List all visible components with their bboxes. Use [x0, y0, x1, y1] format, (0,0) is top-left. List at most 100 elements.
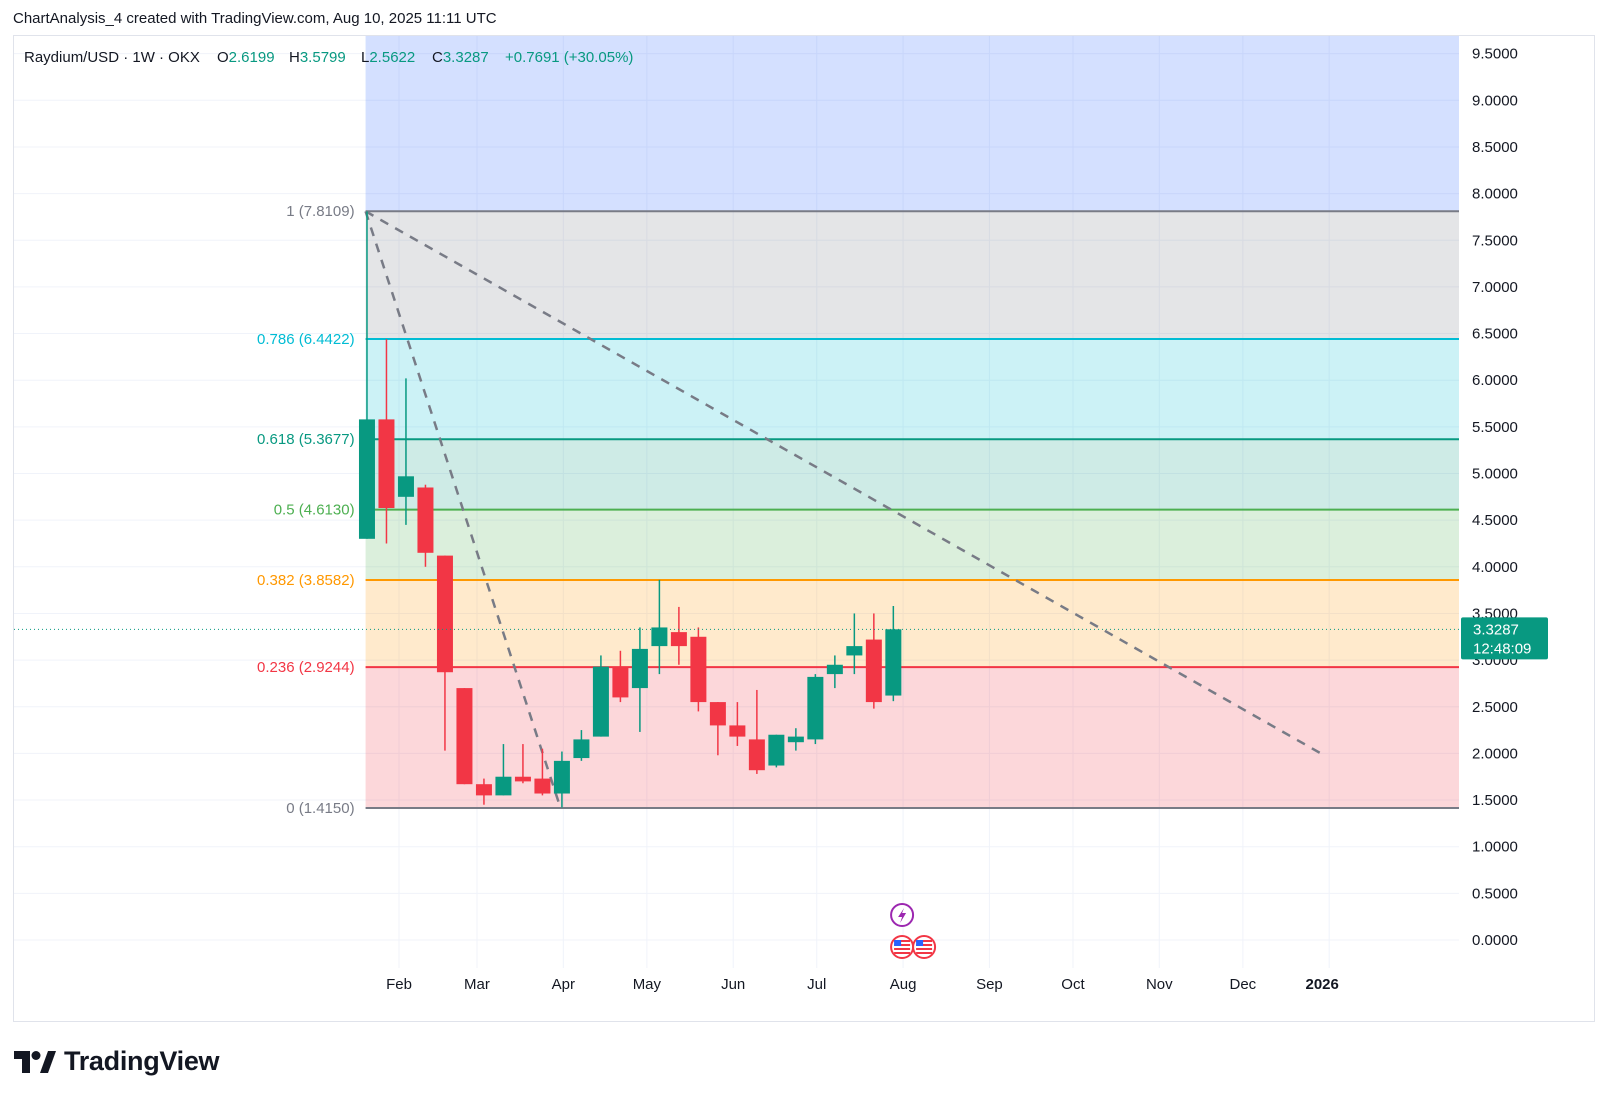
symbol-legend: Raydium/USD · 1W · OKX O2.6199 H3.5799 L…	[24, 49, 633, 66]
fib-level-label: 0.618 (5.3677)	[257, 431, 355, 448]
time-tick-label: Dec	[1230, 976, 1257, 993]
flag-stripe	[916, 944, 933, 946]
candle-body	[690, 636, 707, 703]
candle-up	[573, 730, 590, 761]
fib-zone	[365, 580, 1460, 668]
price-tick-label: 9.0000	[1472, 92, 1518, 109]
candle-body	[709, 702, 726, 726]
candle-body	[495, 776, 512, 796]
fib-level-label: 0 (1.4150)	[286, 800, 354, 817]
last-price-badge	[1461, 617, 1548, 660]
trendlines	[364, 210, 1322, 809]
time-tick-label: Nov	[1146, 976, 1173, 993]
candle-body	[670, 632, 687, 647]
candle-body	[807, 676, 824, 740]
time-tick-label: Jun	[721, 976, 745, 993]
candle-up	[768, 734, 785, 768]
fib-level-label: 0.382 (3.8582)	[257, 572, 355, 589]
candle-down	[436, 555, 453, 751]
fib-level-label: 0.5 (4.6130)	[274, 502, 355, 519]
candle-body	[534, 778, 551, 794]
candle-body	[573, 739, 590, 759]
candle-body	[397, 476, 414, 497]
time-tick-label: 2026	[1306, 976, 1339, 993]
dashed-trendline	[364, 210, 1322, 755]
candle-body	[729, 725, 746, 737]
candle-down	[709, 702, 726, 756]
candle-body	[553, 760, 570, 794]
candle-body	[846, 646, 863, 656]
candle-up	[631, 627, 648, 732]
fib-zone	[365, 338, 1460, 440]
price-tick-label: 4.0000	[1472, 559, 1518, 576]
candle-body	[417, 487, 434, 553]
price-tick-label: 1.5000	[1472, 792, 1518, 809]
candle-up	[826, 655, 843, 689]
candle-body	[592, 666, 609, 737]
chart-frame	[13, 35, 1595, 1022]
price-tick-label: 6.5000	[1472, 326, 1518, 343]
price-tick-label: 5.0000	[1472, 466, 1518, 483]
price-tick-label: 7.5000	[1472, 232, 1518, 249]
candle-body	[748, 739, 765, 771]
candle-up	[495, 744, 512, 796]
fib-zone-extension	[365, 36, 1460, 212]
price-tick-label: 5.5000	[1472, 419, 1518, 436]
grid-lines	[14, 36, 1459, 968]
candle-body	[456, 688, 473, 785]
candle-up	[807, 674, 824, 745]
candle-body	[514, 776, 531, 782]
legend-symbol: Raydium/USD · 1W · OKX	[24, 49, 200, 66]
candle-body	[378, 419, 395, 509]
candle-down	[456, 688, 473, 785]
lightning-bolt-icon	[898, 908, 907, 923]
fib-level-label: 0.236 (2.9244)	[257, 659, 355, 676]
time-axis: Feb Mar Apr May Jun Jul Aug Sep Oct Nov Dec 2026	[386, 976, 1339, 993]
candle-down	[690, 627, 707, 712]
time-tick-label: Sep	[976, 976, 1003, 993]
candle-down	[865, 613, 882, 709]
flag-stripe	[894, 940, 911, 942]
candle-down	[729, 702, 746, 746]
candle-body	[631, 648, 648, 689]
price-tick-label: 1.0000	[1472, 839, 1518, 856]
tradingview-brand: TradingView	[64, 1046, 220, 1076]
fib-level-label: 1 (7.8109)	[286, 203, 354, 220]
price-axis: 9.5000 9.0000 8.5000 8.0000 7.5000 7.0000 6.50…	[1472, 46, 1518, 949]
price-tick-label: 2.0000	[1472, 745, 1518, 762]
candle-up	[553, 751, 570, 808]
time-tick-label: Apr	[552, 976, 575, 993]
candle-body	[826, 664, 843, 675]
time-tick-label: May	[633, 976, 662, 993]
tradingview-logo[interactable]: TradingView	[14, 1046, 220, 1077]
price-tick-label: 8.0000	[1472, 186, 1518, 203]
candle-down	[475, 778, 492, 805]
time-tick-label: Feb	[386, 976, 412, 993]
last-price-value: 3.3287	[1473, 621, 1519, 638]
candle-body	[885, 629, 902, 696]
candle-body	[651, 627, 668, 647]
price-tick-label: 0.5000	[1472, 885, 1518, 902]
fib-zones	[365, 36, 1460, 808]
flag-stripe	[916, 940, 933, 942]
candle-up	[651, 579, 668, 675]
candle-body	[436, 555, 453, 673]
flag-stripe	[916, 952, 933, 954]
candle-body	[612, 666, 629, 698]
candle-body	[787, 736, 804, 743]
candle-body	[358, 419, 375, 539]
candle-down	[612, 650, 629, 703]
candle-down	[514, 744, 531, 784]
candle-body	[475, 784, 492, 796]
flag-canton	[894, 940, 902, 946]
last-price-tag: 3.3287 12:48:09	[14, 617, 1548, 660]
time-tick-label: Jul	[807, 976, 826, 993]
flag-stripe	[894, 944, 911, 946]
price-tick-label: 6.0000	[1472, 372, 1518, 389]
fib-zone	[365, 667, 1460, 808]
fib-zone	[365, 211, 1460, 339]
candle-countdown: 12:48:09	[1473, 640, 1531, 657]
time-tick-label: Oct	[1061, 976, 1085, 993]
candle-up	[358, 211, 375, 539]
